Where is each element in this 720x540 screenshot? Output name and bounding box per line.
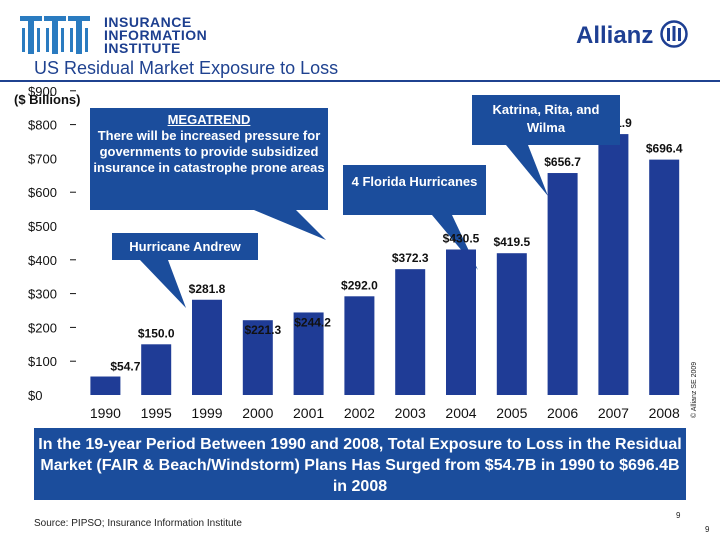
org-name-line-2: INFORMATION: [104, 27, 208, 43]
x-tick-label: 2005: [496, 405, 527, 421]
x-tick-label: 2000: [242, 405, 273, 421]
page-title: US Residual Market Exposure to Loss: [34, 58, 339, 78]
bar: [496, 253, 527, 395]
megatrend-heading: MEGATREND: [167, 112, 251, 127]
bars: [90, 134, 680, 396]
y-tick-label: $900: [28, 84, 57, 99]
x-tick-label: 1990: [90, 405, 121, 421]
bar: [344, 296, 375, 395]
x-axis-labels: 1990 1995 1999 2000 2001 2002 2003 2004 2005 2006…: [90, 405, 680, 421]
bar: [90, 376, 121, 395]
x-tick-label: 2001: [293, 405, 324, 421]
katrina-pointer: [506, 145, 548, 196]
bar-value-label: $281.8: [189, 282, 226, 296]
bar: [141, 344, 172, 395]
bar-value-label: $244.2: [294, 315, 331, 329]
y-axis: $0 $100 $200 $300 $400 $500 $600 $700 $800 $900: [28, 84, 76, 403]
x-tick-label: 2007: [598, 405, 629, 421]
y-tick-label: $400: [28, 253, 57, 268]
units-label: ($ Billions): [14, 92, 81, 107]
summary-banner: In the 19-year Period Between 1990 and 2…: [34, 428, 686, 500]
page-number-corner: 9: [705, 525, 710, 534]
bar: [598, 134, 629, 396]
bar: [395, 269, 426, 395]
iii-logo: INSURANCE INFORMATION INSTITUTE: [20, 14, 270, 56]
megatrend-callout: MEGATREND There will be increased pressu…: [90, 108, 328, 210]
bar-value-label: $430.5: [443, 231, 480, 245]
bar-value-label: $54.7: [110, 360, 140, 374]
y-tick-label: $200: [28, 320, 57, 335]
x-tick-label: 2003: [395, 405, 426, 421]
y-tick-label: $700: [28, 151, 57, 166]
bar: [649, 159, 680, 395]
title-divider: [0, 80, 720, 82]
florida-callout: 4 Florida Hurricanes: [343, 165, 486, 215]
andrew-callout: Hurricane Andrew: [112, 233, 258, 260]
y-tick-label: $300: [28, 287, 57, 302]
page-number: 9: [676, 511, 681, 520]
megatrend-pointer: [254, 210, 326, 240]
source-note: Source: PIPSO; Insurance Information Ins…: [34, 518, 242, 529]
bar: [293, 312, 324, 395]
eagle-emblem-icon: [660, 20, 688, 48]
bar-value-label: $696.4: [646, 142, 683, 156]
y-tick-label: $600: [28, 185, 57, 200]
bar-value-label: $372.3: [392, 251, 429, 265]
bar: [547, 173, 578, 395]
y-tick-label: $0: [28, 388, 42, 403]
x-tick-label: 1999: [191, 405, 222, 421]
x-tick-label: 2002: [344, 405, 375, 421]
x-tick-label: 2008: [649, 405, 680, 421]
megatrend-body: There will be increased pressure for gov…: [93, 128, 325, 175]
bar: [242, 320, 273, 395]
bar-value-label: $656.7: [544, 155, 581, 169]
y-tick-label: $100: [28, 354, 57, 369]
iii-logo-mark-icon: [20, 16, 90, 54]
allianz-logo: Allianz: [576, 18, 688, 52]
brand-wordmark: Allianz: [576, 22, 654, 49]
x-tick-label: 2004: [445, 405, 476, 421]
x-tick-label: 1995: [141, 405, 172, 421]
bar: [192, 299, 222, 395]
x-tick-label: 2006: [547, 405, 578, 421]
bar-value-label: $221.3: [244, 323, 281, 337]
y-tick-label: $500: [28, 219, 57, 234]
copyright-note: © Allianz SE 2009: [691, 361, 698, 418]
org-name-line-3: INSTITUTE: [104, 40, 181, 56]
bar: [446, 249, 476, 395]
org-name-line-1: INSURANCE: [104, 14, 192, 30]
katrina-callout: Katrina, Rita, and Wilma: [472, 95, 620, 145]
andrew-pointer: [140, 260, 186, 308]
bar-value-label: $292.0: [341, 278, 378, 292]
bar-value-label: $150.0: [138, 326, 175, 340]
bar-value-label: $419.5: [493, 235, 530, 249]
y-tick-label: $800: [28, 118, 57, 133]
